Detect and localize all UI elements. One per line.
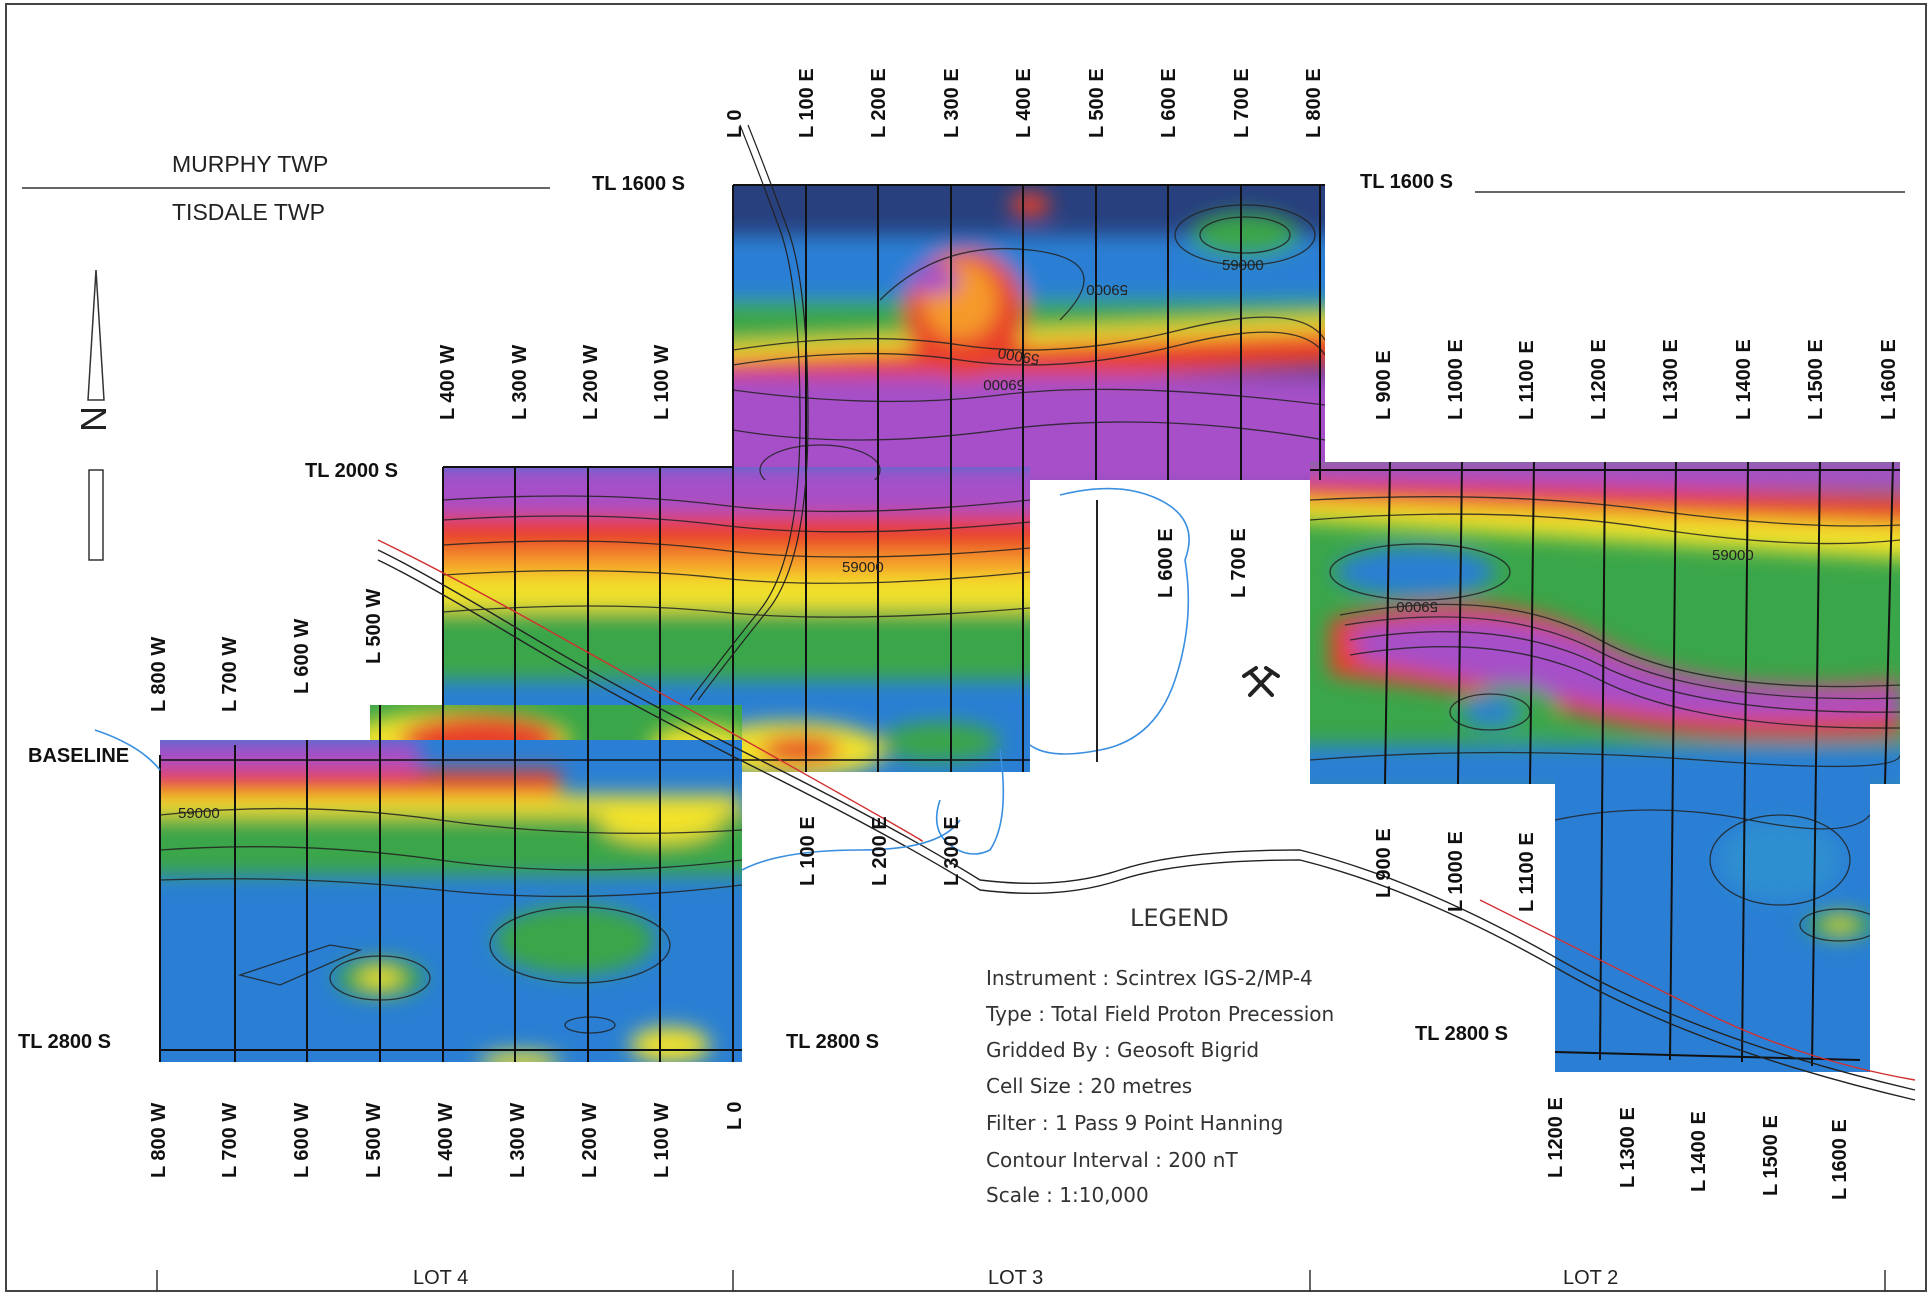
- line-label: L 600 W: [291, 619, 313, 694]
- line-label: L 600 W: [291, 1103, 313, 1178]
- contour-label: 59000: [1396, 598, 1438, 615]
- legend: LEGEND Instrument : Scintrex IGS-2/MP-4 …: [985, 904, 1334, 1207]
- line-label: L 1600 E: [1878, 339, 1900, 420]
- tl2800-mid: TL 2800 S: [786, 1031, 879, 1053]
- contour-label: 59000: [983, 376, 1025, 393]
- line-label: L 500 W: [363, 589, 385, 664]
- contour-value-labels: 59000 59000 59000 59000 59000 59000 5900…: [178, 257, 1754, 822]
- line-label: L 400 W: [435, 1103, 457, 1178]
- grid-block-southwest: [160, 740, 742, 1062]
- line-label: L 1400 E: [1688, 1111, 1710, 1192]
- line-label: L 200 E: [869, 816, 891, 886]
- north-arrow-label: N: [73, 406, 114, 432]
- line-label: L 500 W: [363, 1103, 385, 1178]
- contour-label: 59000: [997, 344, 1041, 368]
- line-label: L 900 E: [1373, 828, 1395, 898]
- line-label: L 700 W: [219, 637, 241, 712]
- line-label: L 200 E: [868, 68, 890, 138]
- line-label: L 100 E: [797, 816, 819, 886]
- line-label: L 800 W: [148, 637, 170, 712]
- line-label: L 1000 E: [1445, 831, 1467, 912]
- creek: [94, 487, 1190, 871]
- line-label: L 1100 E: [1516, 340, 1538, 420]
- legend-title: LEGEND: [1130, 904, 1229, 932]
- line-label: L 700 E: [1231, 68, 1253, 138]
- survey-grid-lines: [159, 184, 1900, 1067]
- line-label: L 1100 E: [1516, 832, 1538, 912]
- line-label: L 300 E: [941, 816, 963, 886]
- line-label: L 0: [724, 109, 746, 138]
- legend-instrument: Instrument : Scintrex IGS-2/MP-4: [986, 966, 1313, 990]
- line-label: L 100 W: [651, 1103, 673, 1178]
- line-label: L 100 W: [651, 345, 673, 420]
- map-border: [5, 3, 1927, 1292]
- tl1600-right: TL 1600 S: [1360, 171, 1453, 193]
- lot-2-label: LOT 2: [1563, 1267, 1618, 1289]
- contour-label: 59000: [1712, 547, 1754, 564]
- line-label: L 1400 E: [1733, 339, 1755, 420]
- lot-4-label: LOT 4: [413, 1267, 468, 1289]
- legend-type: Type : Total Field Proton Precession: [985, 1002, 1334, 1026]
- contour-label: 59000: [178, 805, 220, 822]
- line-label: L 600 E: [1155, 528, 1177, 598]
- line-label: L 1000 E: [1445, 339, 1467, 420]
- lot-3-label: LOT 3: [988, 1267, 1043, 1289]
- line-label: L 1200 E: [1545, 1097, 1567, 1178]
- line-label: L 700 W: [219, 1103, 241, 1178]
- line-label: L 100 E: [796, 68, 818, 138]
- line-labels-bottom-far-east: L 1200 E L 1300 E L 1400 E L 1500 E L 16…: [1545, 1097, 1851, 1200]
- railway-red: [377, 539, 1916, 1081]
- line-label: L 1600 E: [1829, 1119, 1851, 1200]
- pick-and-hammer-icon: [1242, 666, 1280, 697]
- line-labels-mid-center: L 600 E L 700 E: [1155, 528, 1250, 598]
- line-label: L 1500 E: [1760, 1115, 1782, 1196]
- line-label: L 0: [724, 1101, 746, 1130]
- tl2000: TL 2000 S: [305, 460, 398, 482]
- line-label: L 800 E: [1303, 68, 1325, 138]
- line-label: L 1200 E: [1588, 339, 1610, 420]
- tl1600-left: TL 1600 S: [592, 173, 685, 195]
- lot-boundaries: [156, 1270, 1886, 1292]
- road-highway: [377, 124, 1916, 1101]
- line-label: L 1300 E: [1660, 339, 1682, 420]
- legend-gridded: Gridded By : Geosoft Bigrid: [986, 1038, 1259, 1062]
- line-labels-mid-west: L 800 W L 700 W L 600 W L 500 W: [148, 589, 385, 712]
- line-label: L 300 E: [941, 68, 963, 138]
- line-labels-bottom-center: L 100 E L 200 E L 300 E: [797, 816, 963, 886]
- legend-filter: Filter : 1 Pass 9 Point Hanning: [986, 1111, 1283, 1135]
- tl2800-right: TL 2800 S: [1415, 1023, 1508, 1045]
- legend-cell: Cell Size : 20 metres: [986, 1074, 1192, 1098]
- line-labels-top-center: L 0 L 100 E L 200 E L 300 E L 400 E L 50…: [724, 68, 1325, 138]
- legend-interval: Contour Interval : 200 nT: [986, 1148, 1238, 1172]
- contour-label: 59000: [1086, 281, 1128, 298]
- contour-label: 59000: [842, 559, 884, 576]
- tl2800-left: TL 2800 S: [18, 1031, 111, 1053]
- line-label: L 800 W: [148, 1103, 170, 1178]
- line-label: L 200 W: [579, 1103, 601, 1178]
- line-label: L 500 E: [1086, 68, 1108, 138]
- line-label: L 300 W: [509, 345, 531, 420]
- legend-scale: Scale : 1:10,000: [986, 1183, 1149, 1207]
- line-labels-bottom-east: L 900 E L 1000 E L 1100 E: [1373, 828, 1538, 912]
- line-label: L 700 E: [1228, 528, 1250, 598]
- township-murphy: MURPHY TWP: [172, 151, 328, 177]
- line-label: L 400 E: [1013, 68, 1035, 138]
- line-label: L 300 W: [507, 1103, 529, 1178]
- north-arrow-icon: N: [73, 269, 114, 561]
- line-label: L 900 E: [1373, 350, 1395, 420]
- line-label: L 200 W: [580, 345, 602, 420]
- line-labels-bottom-west: L 800 W L 700 W L 600 W L 500 W L 400 W …: [148, 1101, 746, 1178]
- contour-label: 59000: [1222, 257, 1264, 274]
- line-label: L 600 E: [1158, 68, 1180, 138]
- line-label: L 1500 E: [1805, 339, 1827, 420]
- line-labels-top-west: L 400 W L 300 W L 200 W L 100 W: [437, 345, 673, 420]
- township-tisdale: TISDALE TWP: [172, 199, 325, 225]
- baseline-label: BASELINE: [28, 745, 129, 767]
- line-label: L 400 W: [437, 345, 459, 420]
- grid-block-southeast: [1555, 770, 1870, 1072]
- contour-lines: [160, 204, 1900, 1034]
- line-label: L 1300 E: [1617, 1107, 1639, 1188]
- line-labels-top-east: L 900 E L 1000 E L 1100 E L 1200 E L 130…: [1373, 339, 1900, 420]
